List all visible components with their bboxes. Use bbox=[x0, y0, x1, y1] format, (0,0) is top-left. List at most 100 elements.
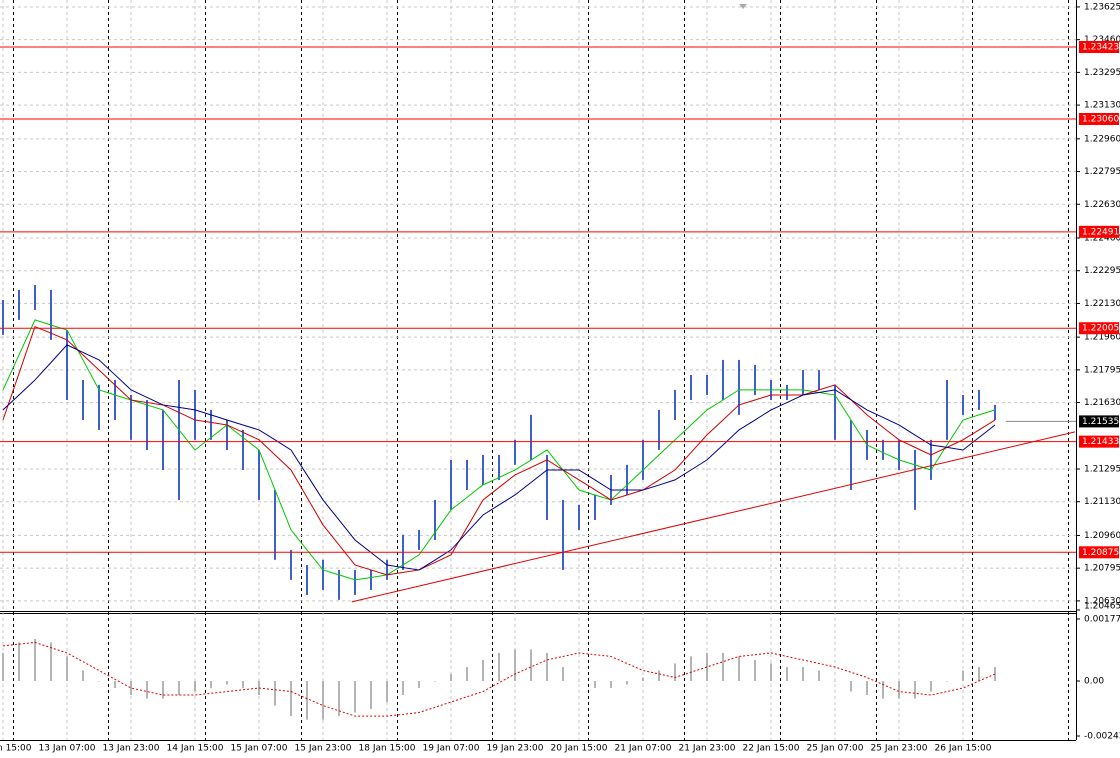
macd-bar bbox=[226, 681, 228, 685]
macd-bar bbox=[402, 681, 404, 696]
macd-bar bbox=[114, 681, 116, 689]
macd-bar bbox=[898, 681, 900, 699]
macd-bar bbox=[274, 681, 276, 706]
moving-average bbox=[2, 325, 996, 576]
price-bar bbox=[322, 559, 324, 590]
y-tick-label: 1.22630 bbox=[1084, 200, 1120, 210]
price-bar bbox=[274, 490, 276, 560]
price-bar bbox=[738, 359, 740, 415]
y-tick-label: 1.21295 bbox=[1084, 465, 1120, 475]
x-tick-label: 12 Jan 15:00 bbox=[0, 744, 32, 754]
price-bar bbox=[690, 375, 692, 400]
price-bar bbox=[98, 384, 100, 430]
macd-bar bbox=[306, 681, 308, 720]
moving-average bbox=[2, 319, 996, 581]
x-tick-label: 18 Jan 15:00 bbox=[359, 744, 416, 754]
y-tick-label: 1.22130 bbox=[1084, 299, 1120, 309]
current-price-box bbox=[1079, 415, 1119, 428]
macd-bar bbox=[242, 681, 244, 689]
macd-bar bbox=[82, 670, 84, 682]
macd-bar bbox=[418, 681, 420, 689]
macd-bar bbox=[866, 681, 868, 696]
y-tick-label: 1.21630 bbox=[1084, 398, 1120, 408]
macd-bar bbox=[882, 681, 884, 699]
price-bar bbox=[594, 494, 596, 520]
moving-average bbox=[2, 344, 996, 571]
macd-bar bbox=[370, 681, 372, 710]
y-tick-label: 1.22460 bbox=[1084, 233, 1120, 243]
macd-bar bbox=[482, 659, 484, 682]
price-bar bbox=[194, 389, 196, 440]
macd-y-tick-label: 0.00177 bbox=[1084, 615, 1120, 625]
price-bar bbox=[82, 379, 84, 421]
price-bar bbox=[850, 420, 852, 491]
macd-bar bbox=[210, 681, 212, 689]
macd-signal bbox=[2, 641, 996, 717]
macd-bar bbox=[130, 681, 132, 696]
price-bar bbox=[450, 459, 452, 510]
price-bar bbox=[514, 439, 516, 465]
level-label: 1.22491 bbox=[1082, 227, 1119, 237]
price-bar bbox=[722, 359, 724, 400]
macd-bar bbox=[34, 638, 36, 682]
price-bar bbox=[290, 549, 292, 580]
macd-bar bbox=[50, 642, 52, 682]
price-bar bbox=[706, 375, 708, 396]
macd-bar bbox=[450, 673, 452, 682]
price-bar bbox=[930, 439, 932, 480]
y-tick-label: 1.22295 bbox=[1084, 266, 1120, 276]
price-bar bbox=[626, 464, 628, 495]
price-bar bbox=[914, 449, 916, 510]
macd-bar bbox=[546, 652, 548, 682]
level-label: 1.21433 bbox=[1082, 437, 1119, 447]
macd-bar bbox=[770, 663, 772, 682]
macd-bar bbox=[530, 649, 532, 682]
macd-bar bbox=[386, 681, 388, 703]
y-tick-label: 1.20630 bbox=[1084, 596, 1120, 606]
macd-bar bbox=[466, 666, 468, 682]
macd-bar bbox=[818, 670, 820, 682]
macd-bar bbox=[98, 681, 100, 682]
price-bar bbox=[434, 499, 436, 540]
macd-bar bbox=[786, 666, 788, 682]
macd-bar bbox=[658, 670, 660, 682]
x-tick-label: 22 Jan 15:00 bbox=[743, 744, 800, 754]
macd-bar bbox=[706, 652, 708, 682]
trendline bbox=[351, 431, 1076, 603]
price-bar bbox=[162, 409, 164, 470]
level-label-box bbox=[1079, 225, 1119, 238]
x-tick-label: 26 Jan 15:00 bbox=[935, 744, 992, 754]
price-bar bbox=[370, 569, 372, 590]
macd-bar bbox=[594, 681, 596, 689]
macd-bar bbox=[930, 681, 932, 692]
y-tick-label: 1.21795 bbox=[1084, 365, 1120, 375]
level-label: 1.23423 bbox=[1082, 42, 1119, 52]
macd-bar bbox=[802, 666, 804, 682]
macd-bar bbox=[738, 656, 740, 682]
price-bar bbox=[834, 384, 836, 440]
macd-bar bbox=[434, 681, 436, 682]
x-tick-label: 20 Jan 15:00 bbox=[551, 744, 608, 754]
price-bar bbox=[242, 429, 244, 470]
macd-bar bbox=[994, 666, 996, 682]
macd-bar bbox=[146, 681, 148, 699]
price-bar bbox=[946, 379, 948, 440]
price-bar bbox=[258, 449, 260, 500]
price-bar bbox=[498, 454, 500, 480]
x-tick-label: 25 Jan 07:00 bbox=[807, 744, 864, 754]
price-bar bbox=[146, 399, 148, 450]
y-tick-label: 1.22960 bbox=[1084, 134, 1120, 144]
macd-y-tick-label: 0.00 bbox=[1084, 677, 1104, 687]
x-tick-label: 21 Jan 23:00 bbox=[679, 744, 736, 754]
macd-bar bbox=[18, 642, 20, 682]
level-label-box bbox=[1079, 322, 1119, 335]
price-bar bbox=[898, 439, 900, 470]
price-bar bbox=[178, 379, 180, 500]
macd-bar bbox=[642, 677, 644, 682]
x-tick-label: 25 Jan 23:00 bbox=[871, 744, 928, 754]
x-tick-label: 19 Jan 07:00 bbox=[423, 744, 480, 754]
price-bar bbox=[642, 439, 644, 480]
level-label-box bbox=[1079, 546, 1119, 559]
macd-bar bbox=[354, 681, 356, 713]
